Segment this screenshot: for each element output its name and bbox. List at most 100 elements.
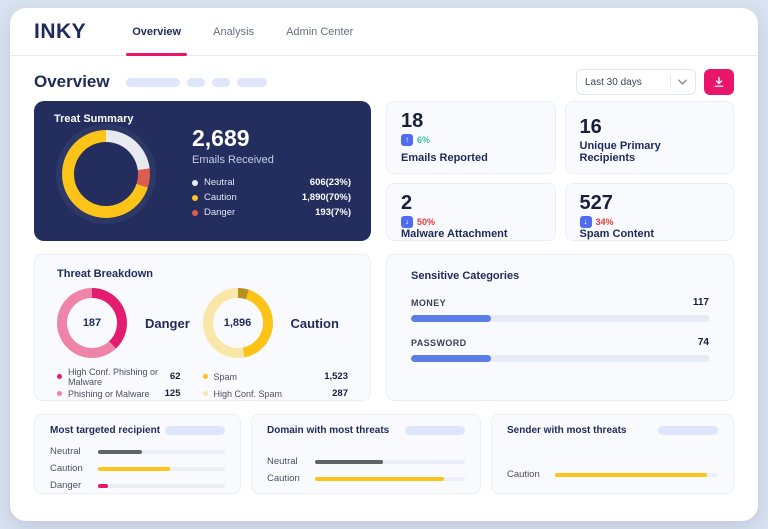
legend-label: High Conf. Spam [213,388,283,399]
malware-attachment-card: 2 ↓ 50% Malware Attachment [386,183,556,241]
bar-fill [315,476,444,481]
password-row: PASSWORD 74 [411,337,709,362]
bar-row-caution: Caution [267,470,465,487]
neutral-dot [192,179,198,186]
tab-label: Analysis [213,25,255,38]
sensitive-categories-title: Sensitive Categories [411,270,520,282]
danger-donut-group: 187 Danger [57,288,203,358]
date-range-select[interactable]: Last 30 days [576,69,696,95]
threat-summary-legend: Neutral 606(23%) Caution 1,890(70%) Dang… [192,175,351,220]
bar-fill [315,459,383,464]
bar-row-neutral: Neutral [50,443,225,460]
inky-logo: INKY [34,19,87,43]
bar-label: Neutral [50,446,81,457]
redacted-placeholders [125,77,267,87]
legend-label: Spam [213,371,238,382]
bar-track [98,483,225,488]
tab-admin-center[interactable]: Admin Center [286,8,353,55]
nav-tabs: Overview Analysis Admin Center [126,8,353,56]
legend-row: High Conf. Spam 287 [202,385,348,402]
legend-row: Phishing or Malware 125 [57,385,181,402]
danger-label: Danger [145,315,190,331]
stat-label: Unique Primary Recipients [579,140,661,164]
high-conf-spam-dot [202,391,208,396]
phishing-dot [57,391,62,396]
bar-rows: Neutral Caution [267,453,465,487]
legend-value: 125 [164,388,181,399]
bottom-grid: Most targeted recipient Neutral Caution … [34,414,734,494]
donut-center-value: 187 [67,298,117,348]
redacted-placeholder [236,77,267,87]
most-targeted-recipient-card: Most targeted recipient Neutral Caution … [34,414,241,494]
caution-dot [192,194,198,201]
sensitive-categories-card: Sensitive Categories MONEY 117 PASSWORD … [386,254,734,401]
stat-value: 527 [579,192,613,214]
legend-label: High Conf. Phishing or Malware [68,366,159,387]
threat-breakdown-card: Threat Breakdown 187 Danger 1,896 Cautio… [34,254,371,401]
threat-summary-donut-chart [62,129,150,218]
select-divider [670,75,671,89]
threat-summary-stats: 2,689 Emails Received Neutral 606(23%) C… [192,127,351,220]
redacted-placeholder [405,426,465,435]
delta-percent: 50% [417,217,436,227]
domain-most-threats-card: Domain with most threats Neutral Caution [251,414,481,494]
page-content: Overview Last 30 days [10,56,758,494]
bar-rows: Caution [507,466,718,483]
stat-delta: ↓ 34% [579,216,720,228]
legend-row-caution: Caution 1,890(70%) [192,190,351,205]
category-value: 74 [697,337,709,348]
app-window: INKY Overview Analysis Admin Center Over… [10,8,758,521]
download-button[interactable] [704,69,734,95]
bar-row-neutral: Neutral [267,453,465,470]
bar-label: Caution [50,463,83,474]
bar-row-caution: Caution [507,466,718,483]
tab-overview[interactable]: Overview [126,8,188,56]
legend-value: 606(23%) [309,177,351,188]
legend-label: Neutral [204,177,235,188]
arrow-up-badge-icon: ↑ [401,134,413,146]
legend-row: Spam 1,523 [202,368,348,385]
stat-label: Malware Attachment [401,228,508,240]
bar-fill [98,466,171,471]
emails-received-total: 2,689 [192,125,250,151]
breakdown-donuts: 187 Danger 1,896 Caution [57,288,348,358]
category-label: MONEY [411,297,447,308]
bar-label: Caution [267,473,300,484]
spam-dot [202,374,208,379]
unique-recipients-card: 16 Unique Primary Recipients [564,101,734,174]
heading-actions: Last 30 days [576,69,734,95]
tab-analysis[interactable]: Analysis [213,8,254,55]
bar-row-danger: Danger [50,477,225,494]
heading-row: Overview Last 30 days [34,65,734,99]
stat-value: 18 [401,110,424,132]
bar-track [98,449,225,454]
donut-hole [74,141,138,206]
bar-fill [555,472,707,477]
legend-label: Danger [204,207,236,218]
bar-track [315,459,465,464]
card-header: Sender with most threats [507,425,718,436]
stat-cards-grid: 18 ↑ 6% Emails Reported 16 Unique Primar… [386,101,734,241]
breakdown-legend: High Conf. Phishing or Malware 62 Phishi… [57,366,348,402]
emails-received-label: Emails Received [192,154,274,166]
category-label: PASSWORD [411,337,467,348]
card-title: Most targeted recipient [50,425,161,436]
emails-reported-card: 18 ↑ 6% Emails Reported [386,101,556,174]
row-header: PASSWORD 74 [411,337,709,348]
delta-percent: 6% [417,135,431,145]
progress-fill [411,315,492,322]
bar-track [555,472,718,477]
danger-legend-column: High Conf. Phishing or Malware 62 Phishi… [57,366,203,402]
danger-dot [192,209,198,216]
redacted-placeholder [658,426,718,435]
tab-label: Admin Center [286,25,354,38]
legend-label: Phishing or Malware [68,388,150,399]
bar-track [315,476,465,481]
caution-donut-group: 1,896 Caution [202,288,349,358]
redacted-placeholder [186,77,205,87]
arrow-down-badge-icon: ↓ [579,216,592,228]
stat-delta: ↓ 50% [401,216,541,228]
top-nav: INKY Overview Analysis Admin Center [10,8,758,56]
money-row: MONEY 117 [411,297,709,322]
page-title: Overview [34,72,110,91]
